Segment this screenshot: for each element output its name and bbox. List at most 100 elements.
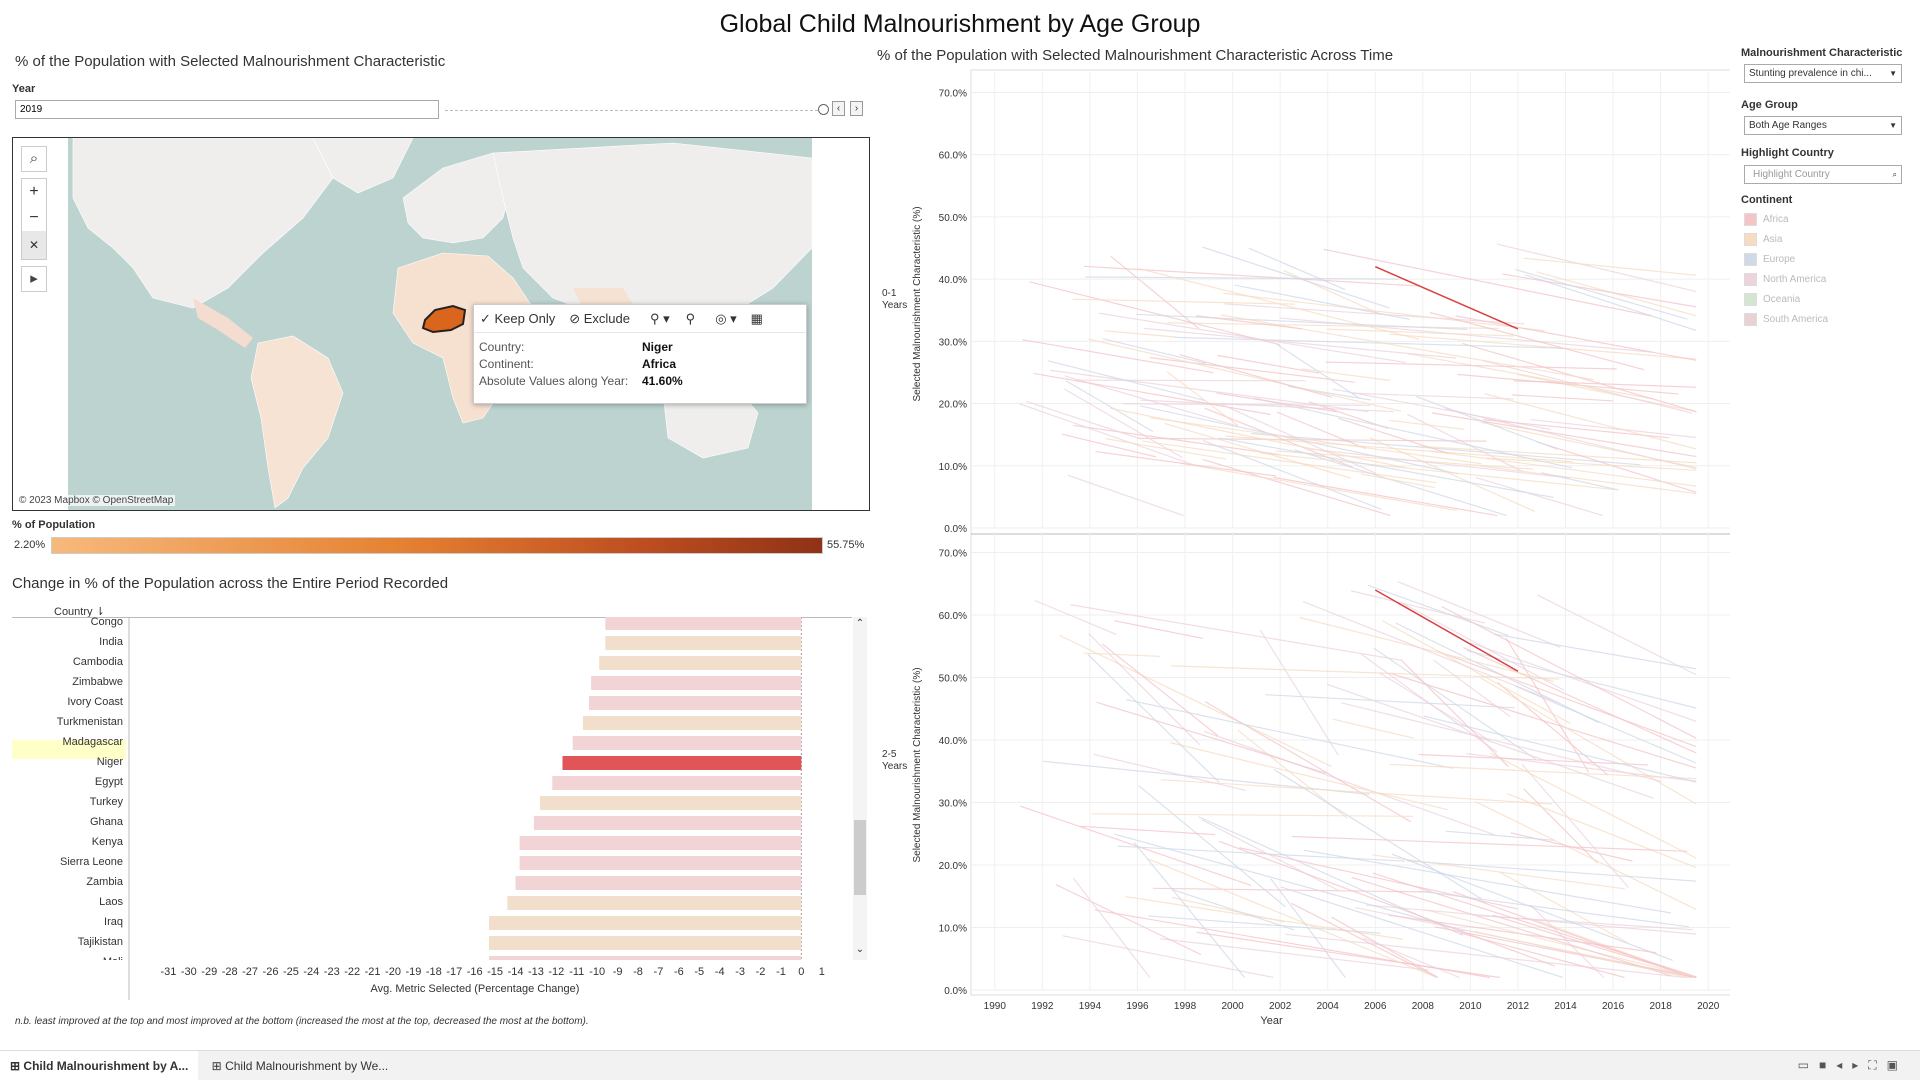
country-trend-line[interactable] — [1283, 269, 1382, 315]
country-trend-line[interactable] — [1514, 685, 1697, 764]
country-trend-line[interactable] — [1511, 394, 1614, 402]
country-trend-line[interactable] — [1420, 890, 1690, 928]
country-trend-line[interactable] — [1091, 813, 1414, 817]
country-trend-line[interactable] — [1088, 633, 1201, 746]
tab-age-group[interactable]: ⊞ Child Malnourishment by A... — [0, 1051, 199, 1080]
country-trend-line[interactable] — [1499, 871, 1628, 944]
country-trend-line[interactable] — [1309, 448, 1570, 479]
bar-ghana[interactable] — [533, 816, 802, 830]
highlight-line-niger[interactable] — [1374, 265, 1519, 330]
country-label[interactable]: Zambia — [86, 876, 123, 888]
country-trend-line[interactable] — [1497, 681, 1609, 776]
scroll-up-icon[interactable]: ⌃ — [855, 618, 865, 629]
country-trend-line[interactable] — [1437, 650, 1697, 748]
highlight-line-niger[interactable] — [1374, 589, 1519, 672]
country-trend-line[interactable] — [1114, 620, 1203, 640]
country-label[interactable]: Ghana — [89, 816, 123, 828]
country-trend-line[interactable] — [1390, 763, 1697, 780]
country-trend-line[interactable] — [1265, 694, 1515, 709]
layout-icon[interactable]: ▭ — [1797, 1058, 1819, 1072]
country-trend-line[interactable] — [1105, 438, 1227, 460]
country-trend-line[interactable] — [1507, 793, 1697, 869]
country-trend-line[interactable] — [1149, 357, 1355, 383]
country-trend-line[interactable] — [1536, 441, 1697, 493]
country-trend-line[interactable] — [1055, 883, 1202, 956]
country-trend-line[interactable] — [1201, 819, 1339, 891]
view-data-icon[interactable]: ▦ — [750, 310, 763, 326]
country-trend-line[interactable] — [1019, 805, 1252, 886]
country-trend-line[interactable] — [1277, 344, 1359, 399]
country-label[interactable]: Ivory Coast — [67, 696, 123, 708]
country-trend-line[interactable] — [1423, 715, 1697, 783]
bar-sierra-leone[interactable] — [519, 856, 802, 870]
bar-egypt[interactable] — [552, 776, 802, 790]
country-trend-line[interactable] — [1125, 698, 1454, 769]
country-trend-line[interactable] — [1434, 926, 1697, 979]
country-trend-line[interactable] — [1026, 400, 1142, 440]
country-trend-line[interactable] — [1164, 422, 1351, 479]
country-trend-line[interactable] — [1061, 433, 1157, 458]
previous-year-button[interactable]: ‹ — [832, 101, 845, 116]
country-trend-line[interactable] — [1325, 361, 1617, 370]
country-trend-line[interactable] — [1224, 303, 1525, 325]
country-trend-line[interactable] — [1221, 404, 1377, 474]
bar-laos[interactable] — [507, 896, 802, 910]
bar-india[interactable] — [605, 636, 802, 650]
country-trend-line[interactable] — [1415, 445, 1697, 464]
country-trend-line[interactable] — [1493, 633, 1697, 670]
reset-map-icon[interactable]: ✕ — [22, 231, 46, 259]
country-trend-line[interactable] — [1389, 333, 1697, 360]
country-label[interactable]: Zimbabwe — [72, 676, 123, 688]
country-label[interactable]: Cambodia — [72, 656, 123, 668]
country-trend-line[interactable] — [1080, 825, 1216, 836]
country-trend-line[interactable] — [1391, 853, 1673, 961]
country-trend-line[interactable] — [1202, 458, 1391, 517]
continent-legend-item[interactable]: Oceania — [1744, 289, 1828, 309]
continent-legend-item[interactable]: Europe — [1744, 249, 1828, 269]
country-label[interactable]: Laos — [99, 896, 123, 908]
country-trend-line[interactable] — [1369, 437, 1536, 513]
bar-mali[interactable] — [488, 956, 802, 960]
bar-turkmenistan[interactable] — [582, 716, 802, 730]
continent-legend-item[interactable]: South America — [1744, 309, 1828, 329]
country-trend-line[interactable] — [1367, 584, 1509, 637]
zoom-out-icon[interactable]: − — [29, 209, 39, 226]
country-trend-line[interactable] — [1484, 393, 1697, 450]
country-trend-line[interactable] — [1523, 788, 1599, 864]
country-trend-line[interactable] — [1299, 616, 1554, 683]
set-icon[interactable]: ◎ ▾ — [715, 310, 737, 326]
year-slider-track[interactable] — [445, 110, 823, 112]
country-trend-line[interactable] — [1475, 476, 1604, 517]
country-trend-line[interactable] — [1138, 437, 1487, 442]
country-trend-line[interactable] — [1102, 338, 1207, 364]
country-trend-line[interactable] — [1171, 888, 1295, 931]
country-trend-line[interactable] — [1431, 412, 1697, 458]
country-trend-line[interactable] — [1133, 841, 1246, 978]
country-trend-line[interactable] — [1352, 392, 1514, 400]
group-icon[interactable]: ⚲ ▾ — [649, 310, 670, 326]
year-slider-handle[interactable] — [818, 104, 829, 115]
country-column-header[interactable]: Country ⇂ — [54, 606, 105, 618]
country-trend-line[interactable] — [1424, 909, 1697, 979]
country-trend-line[interactable] — [1171, 896, 1285, 923]
country-trend-line[interactable] — [1341, 702, 1662, 783]
country-trend-line[interactable] — [1326, 683, 1654, 799]
country-label[interactable]: Tajikistan — [77, 936, 123, 948]
country-trend-line[interactable] — [1323, 248, 1652, 317]
country-trend-line[interactable] — [1217, 354, 1320, 374]
continent-legend-item[interactable]: Africa — [1744, 209, 1828, 229]
country-trend-line[interactable] — [1117, 845, 1406, 862]
country-trend-line[interactable] — [1285, 933, 1686, 979]
bar-ivory-coast[interactable] — [589, 696, 802, 710]
country-trend-line[interactable] — [1525, 274, 1697, 332]
country-trend-line[interactable] — [1530, 418, 1697, 439]
country-trend-line[interactable] — [1515, 268, 1688, 320]
country-trend-line[interactable] — [1104, 330, 1177, 338]
country-trend-line[interactable] — [1219, 437, 1554, 499]
sort-icon[interactable]: ⇂ — [95, 606, 105, 618]
bar-scrollbar[interactable]: ⌃ — [853, 617, 867, 960]
country-trend-line[interactable] — [1327, 328, 1514, 337]
country-trend-line[interactable] — [1070, 604, 1402, 661]
country-trend-line[interactable] — [1521, 763, 1629, 888]
country-trend-line[interactable] — [1225, 435, 1574, 463]
